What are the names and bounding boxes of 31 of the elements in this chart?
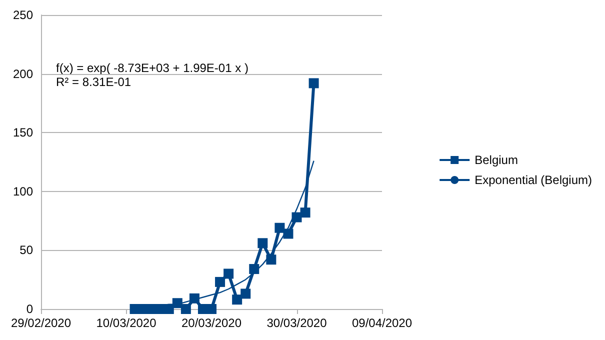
point (292, 212, 302, 222)
point (215, 276, 226, 287)
y-tick-label: 0 (26, 302, 34, 316)
y-tick-label: 150 (12, 126, 34, 140)
y-tick-label: 250 (12, 8, 34, 22)
y-tick-label: 200 (12, 66, 34, 81)
x-tick-label: 10/03/2020 (96, 316, 157, 330)
point (266, 254, 276, 265)
point (224, 268, 234, 279)
annotation: R² = 8.31E-01 (56, 75, 132, 89)
x-tick-label: 29/02/2020 (10, 316, 72, 330)
point (180, 304, 191, 314)
y-tick-label: 100 (12, 184, 34, 198)
point (308, 78, 319, 88)
point (240, 288, 251, 299)
point (164, 304, 174, 314)
point (283, 228, 294, 239)
x-tick-label: 09/04/2020 (352, 316, 412, 330)
point (206, 304, 216, 314)
point (258, 238, 268, 248)
x-tick-label: 30/03/2020 (266, 316, 328, 330)
point (172, 298, 182, 308)
point (249, 264, 260, 274)
legend-label: Exponential (Belgium) (474, 173, 592, 187)
legend-label: Belgium (474, 153, 518, 167)
y-tick-label: 50 (20, 243, 34, 258)
point (300, 208, 310, 218)
point (189, 293, 200, 304)
x-tick-label: 20/03/2020 (181, 316, 242, 330)
point (274, 222, 285, 233)
point (232, 294, 242, 305)
